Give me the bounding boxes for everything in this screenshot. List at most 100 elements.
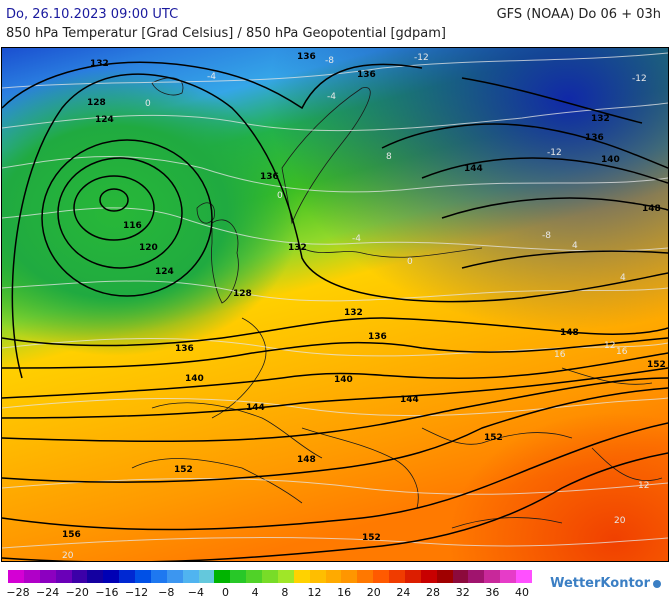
legend-color-cell — [420, 570, 437, 583]
isohypse-label: 152 — [647, 360, 666, 370]
legend-color-cell — [135, 570, 151, 583]
legend-color-cell — [389, 570, 405, 583]
legend-color-cell — [468, 570, 485, 583]
isohypse-label: 144 — [400, 395, 419, 405]
isohypse-label: 136 — [368, 332, 387, 342]
isotherm-label: 20 — [614, 516, 626, 526]
isohypse-label: 148 — [297, 455, 316, 465]
isotherm-label: 0 — [407, 257, 413, 267]
coastlines — [131, 77, 663, 529]
legend-ticks: −28 −24 −20 −16 −12 −8 −4 0 4 8 12 16 20 24 28 32 36 40 — [6, 586, 532, 600]
brand-logo: WetterKontor — [550, 576, 661, 591]
legend-color-cell — [500, 570, 516, 583]
brand-dot-icon — [653, 579, 661, 588]
legend-tick-label: −24 — [36, 586, 60, 599]
legend-color-cell — [357, 570, 374, 583]
isohypse-label: 124 — [95, 115, 114, 125]
model-run: GFS (NOAA) Do 06 + 03h — [496, 7, 661, 22]
weather-map-svg: 132 128 124 116 120 124 128 132 136 140 … — [2, 48, 668, 561]
legend-tick-label: 40 — [515, 586, 529, 599]
isohypse-label: 132 — [591, 114, 610, 124]
legend-tick-label: 4 — [251, 586, 259, 599]
legend-color-cell — [55, 570, 72, 583]
legend-tick-label: 24 — [396, 586, 411, 599]
isotherm-label: 12 — [604, 341, 615, 351]
isohypse-label: 152 — [174, 465, 193, 475]
legend-color-cell — [277, 570, 294, 583]
map-subtitle: 850 hPa Temperatur [Grad Celsius] / 850 … — [6, 26, 447, 41]
legend-color-cell — [516, 570, 532, 583]
legend-tick-label: 16 — [337, 586, 352, 599]
legend-color-cell — [166, 570, 183, 583]
isohypse-label: 156 — [62, 530, 81, 540]
isotherm-label: 20 — [62, 551, 74, 561]
legend-color-cell — [484, 570, 501, 583]
isohypse-label: 120 — [139, 243, 158, 253]
legend-tick-label: 28 — [426, 586, 441, 599]
isohypse-label: 136 — [585, 133, 604, 143]
isotherm-label: -12 — [632, 74, 647, 84]
isotherm-label: 12 — [638, 481, 649, 491]
color-legend — [8, 570, 532, 583]
isotherm-label: -4 — [327, 92, 336, 102]
isohypse-label: 144 — [464, 164, 483, 174]
brand-name: WetterKontor — [550, 576, 650, 591]
isohypse-label: 152 — [484, 433, 503, 443]
isohypse-label: 140 — [601, 155, 620, 165]
isohypse-label: 136 — [260, 172, 279, 182]
legend-color-cell — [373, 570, 389, 583]
isohypse-label: 128 — [233, 289, 252, 299]
legend-color-cell — [8, 570, 24, 583]
isotherm-label: 16 — [554, 350, 566, 360]
legend-tick-label: −12 — [124, 586, 149, 599]
legend-color-cell — [436, 570, 453, 583]
legend-tick-label: −28 — [6, 586, 30, 599]
isohypse-label: 132 — [90, 59, 109, 69]
isohypse-label: 148 — [560, 328, 579, 338]
legend-color-cell — [325, 570, 342, 583]
legend-color-cell — [293, 570, 310, 583]
isohypse-label: 152 — [362, 533, 381, 543]
isotherm-label: -12 — [414, 53, 429, 63]
legend-tick-label: 0 — [222, 586, 230, 599]
legend-tick-label: 36 — [485, 586, 500, 599]
legend-tick-label: −20 — [65, 586, 89, 599]
isohypse-label: 140 — [185, 374, 204, 384]
legend-color-cell — [182, 570, 199, 583]
legend-color-cell — [214, 570, 231, 583]
legend-tick-label: 8 — [281, 586, 289, 599]
isotherms — [2, 52, 668, 549]
isotherm-label: -8 — [325, 56, 334, 66]
legend-color-cell — [87, 570, 104, 583]
isotherm-label: 8 — [386, 152, 392, 162]
isohypse-label: 128 — [87, 98, 106, 108]
isohypse-label: 132 — [288, 243, 307, 253]
legend-color-cell — [246, 570, 262, 583]
legend-color-cell — [309, 570, 326, 583]
legend-color-cell — [341, 570, 358, 583]
isotherm-labels: -12 -12 -8 -8 -4 -4 0 0 4 4 8 -12 12 16 … — [62, 53, 649, 561]
legend-tick-label: −4 — [187, 586, 204, 599]
legend-tick-label: 32 — [455, 586, 470, 599]
isohypse-label: 140 — [334, 375, 353, 385]
legend-color-cell — [23, 570, 40, 583]
isotherm-label: 4 — [620, 273, 626, 283]
isotherm-label: 16 — [616, 347, 628, 357]
isohypse-label: 132 — [344, 308, 363, 318]
isotherm-label: -12 — [547, 148, 562, 158]
legend-tick-label: −8 — [158, 586, 175, 599]
isohypse-label: 136 — [297, 52, 316, 62]
legend-color-cell — [103, 570, 120, 583]
legend-tick-label: 20 — [366, 586, 381, 599]
legend-color-cell — [262, 570, 278, 583]
legend-color-cell — [39, 570, 56, 583]
legend-color-cell — [150, 570, 167, 583]
weather-map[interactable]: 132 128 124 116 120 124 128 132 136 140 … — [1, 47, 669, 562]
valid-time: Do, 26.10.2023 09:00 UTC — [6, 7, 179, 22]
legend-tick-label: −16 — [95, 586, 119, 599]
isohypse-label: 136 — [357, 70, 376, 80]
legend-color-cell — [230, 570, 247, 583]
isohypse-labels: 132 128 124 116 120 124 128 132 136 140 … — [62, 52, 666, 543]
isohypse-label: 144 — [246, 403, 265, 413]
isotherm-label: -4 — [352, 234, 361, 244]
